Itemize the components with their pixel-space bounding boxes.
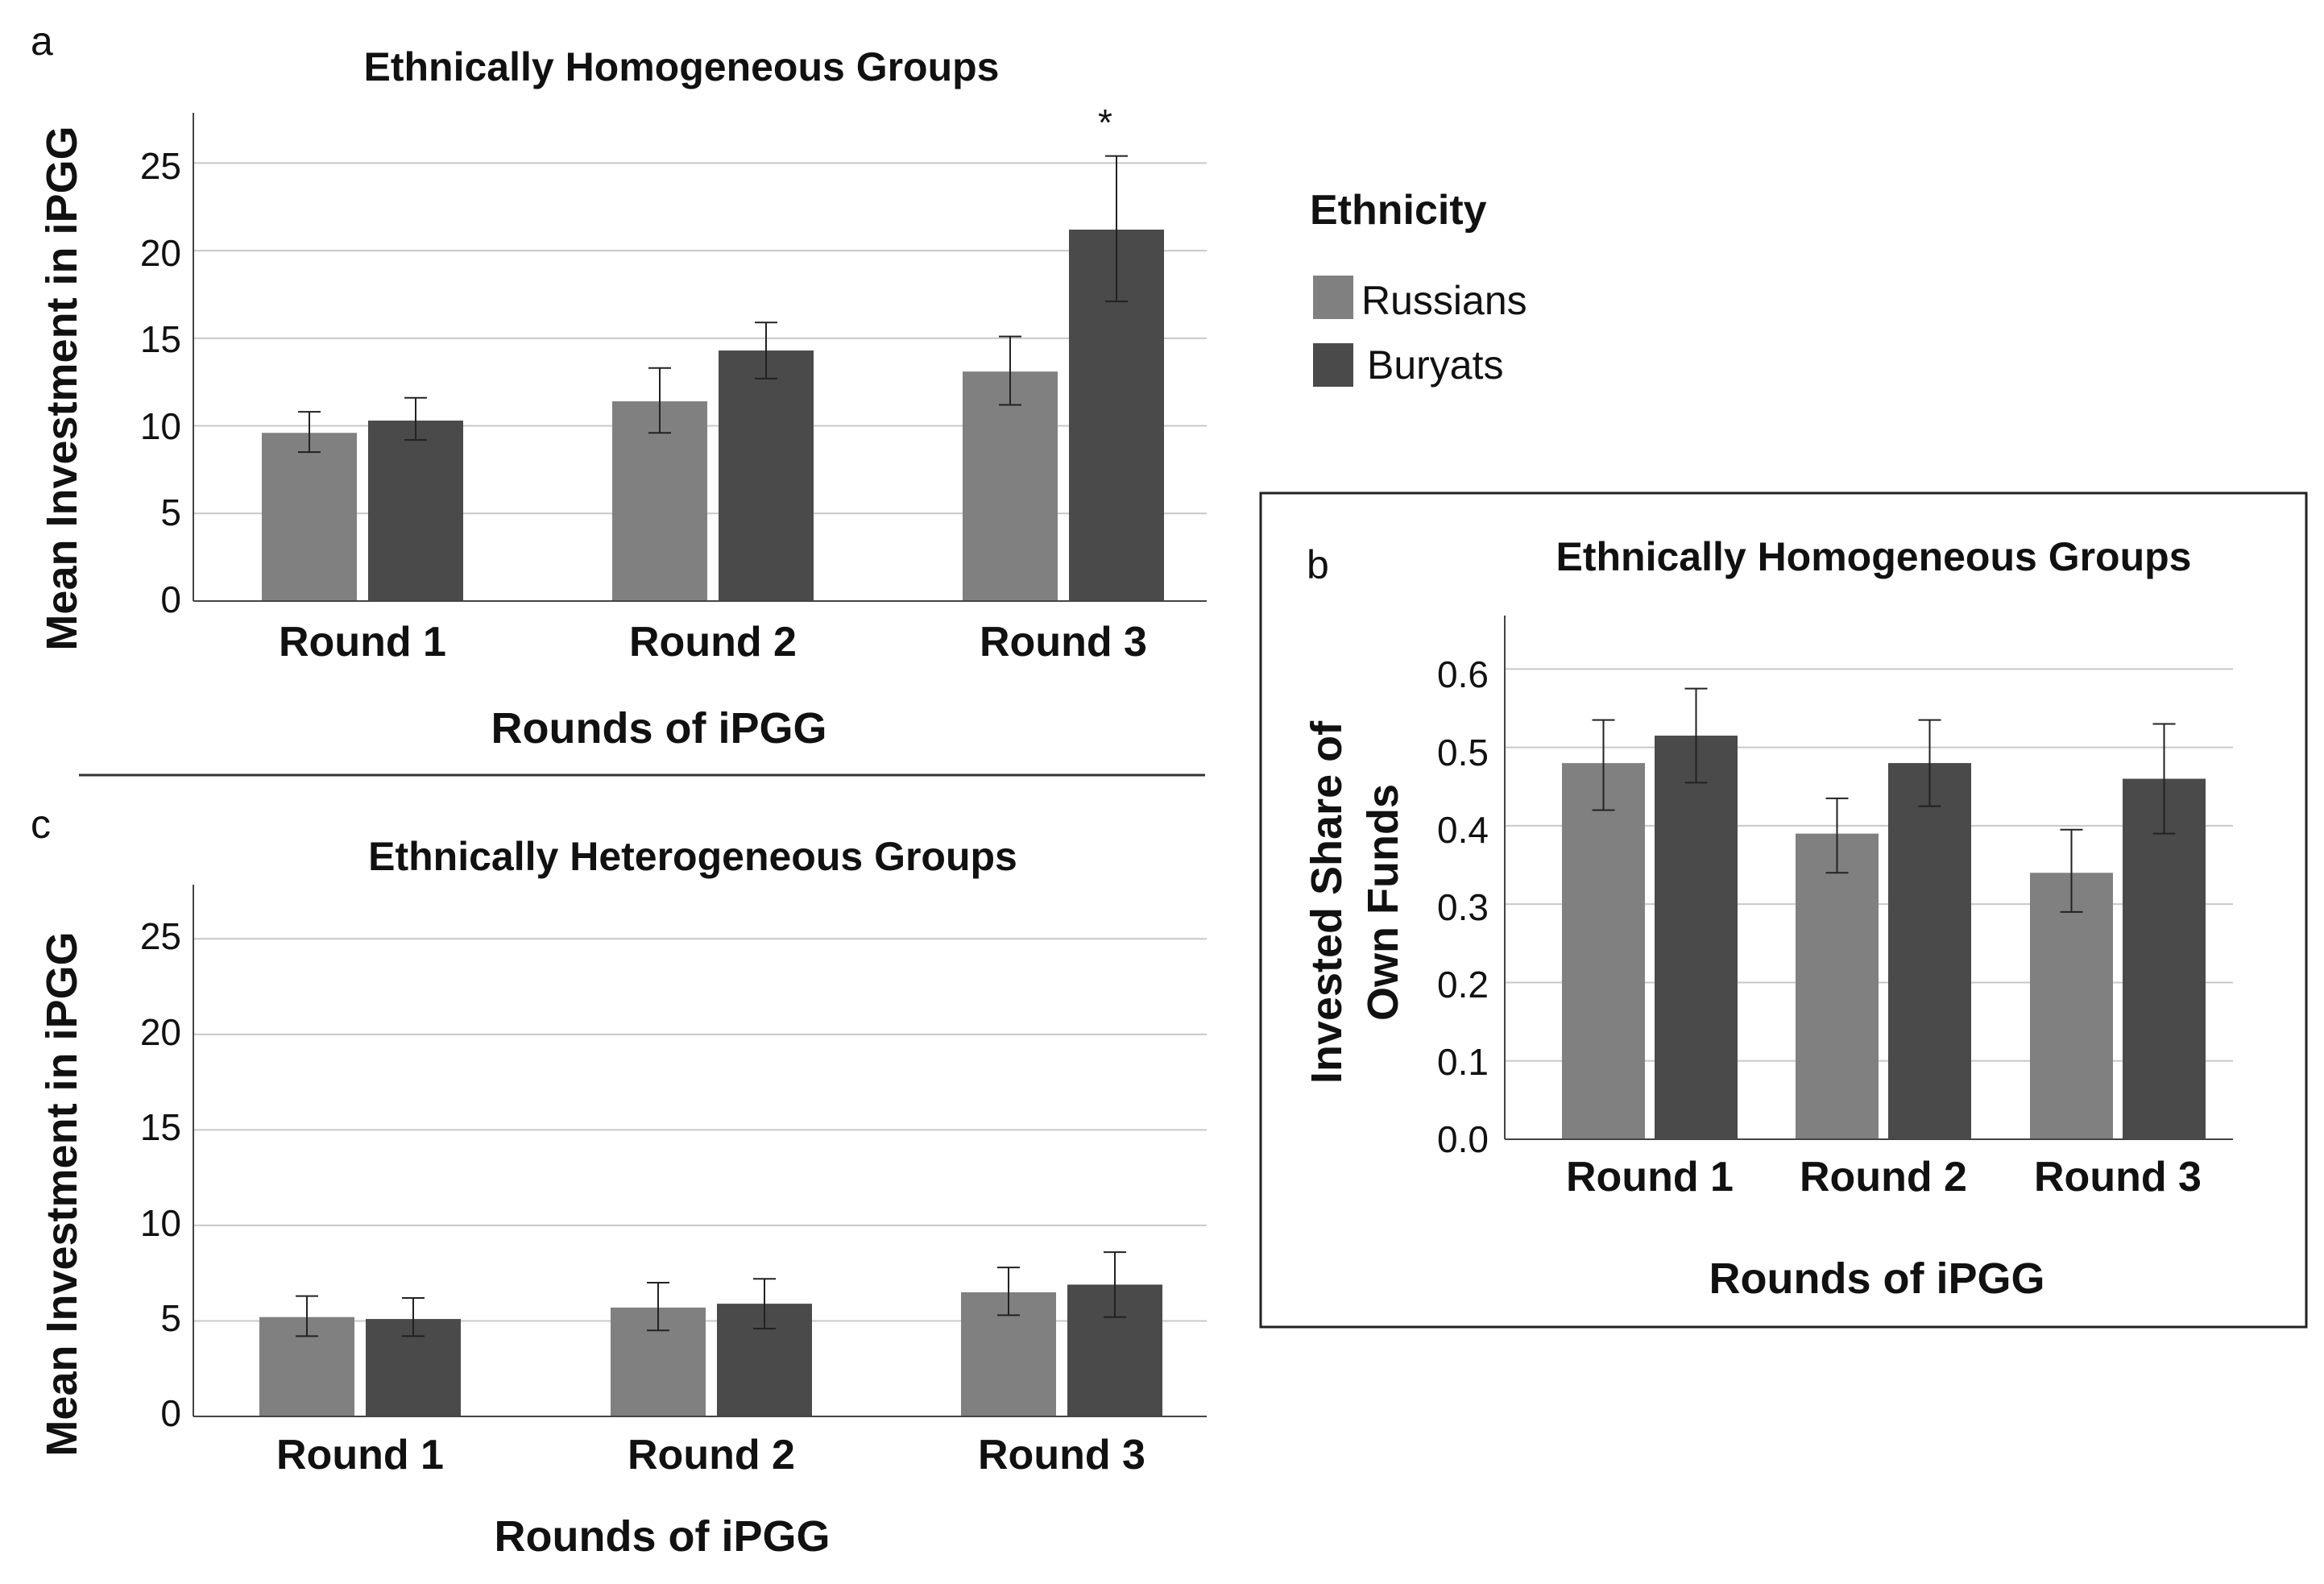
panel-letter-c: c <box>31 802 51 847</box>
chart-panel-a: a Ethnically Homogeneous Groups Mean Inv… <box>31 19 1207 753</box>
y-tick-label: 0.0 <box>1437 1118 1489 1160</box>
legend-swatch-russians <box>1313 276 1353 319</box>
bar-buryats-round-3 <box>2123 778 2206 1139</box>
y-tick-label: 25 <box>140 915 181 957</box>
bar-buryats-round-1 <box>368 421 463 601</box>
y-tick-label: 0.1 <box>1437 1041 1489 1083</box>
y-ticks-a: 0 5 10 15 20 25 <box>140 145 181 620</box>
x-tick-label: Round 3 <box>978 1432 1145 1478</box>
y-tick-label: 0 <box>160 578 181 620</box>
chart-legend: Ethnicity Russians Buryats <box>1310 187 1527 388</box>
bar-russians-round-2 <box>612 401 707 601</box>
bar-russians-round-3 <box>2030 873 2113 1139</box>
panel-letter-a: a <box>31 19 53 64</box>
bar-russians-round-3 <box>963 371 1058 601</box>
y-tick-label: 0.4 <box>1437 809 1489 851</box>
bar-russians-round-1 <box>1562 763 1645 1139</box>
y-tick-label: 20 <box>140 1011 181 1053</box>
x-tick-label: Round 1 <box>279 619 446 666</box>
bar-buryats-round-2 <box>1888 763 1971 1139</box>
y-axis-label-b-line2: Own Funds <box>1359 784 1407 1021</box>
y-tick-label: 0.2 <box>1437 964 1489 1006</box>
y-tick-label: 5 <box>160 1297 181 1339</box>
y-axis-label-b-line1: Invested Share of <box>1303 720 1351 1084</box>
bar-russians-round-2 <box>1796 833 1879 1139</box>
y-tick-label: 10 <box>140 1202 181 1244</box>
y-axis-label-c: Mean Investment in iPGG <box>38 931 86 1456</box>
x-ticks-b: Round 1 Round 2 Round 3 <box>1566 1154 2202 1200</box>
chart-title-c: Ethnically Heterogeneous Groups <box>368 834 1017 879</box>
y-tick-label: 0 <box>160 1392 181 1434</box>
chart-title-a: Ethnically Homogeneous Groups <box>364 44 1000 89</box>
y-tick-label: 0.5 <box>1437 732 1489 773</box>
x-axis-label-c: Rounds of iPGG <box>495 1512 831 1561</box>
x-tick-label: Round 3 <box>2034 1154 2202 1200</box>
x-tick-label: Round 3 <box>980 619 1147 666</box>
x-ticks-a: Round 1 Round 2 Round 3 <box>279 619 1147 666</box>
y-ticks-b: 0.0 0.1 0.2 0.3 0.4 0.5 0.6 <box>1437 653 1489 1160</box>
x-axis-label-b: Rounds of iPGG <box>1709 1254 2045 1303</box>
y-tick-label: 0.6 <box>1437 653 1489 695</box>
bar-russians-round-1 <box>262 433 357 601</box>
y-tick-label: 5 <box>160 491 181 533</box>
panel-b-frame <box>1259 491 2308 1329</box>
x-ticks-c: Round 1 Round 2 Round 3 <box>276 1432 1145 1478</box>
y-axis-label-a: Mean Investment in iPGG <box>38 126 86 650</box>
y-tick-label: 15 <box>140 318 181 360</box>
panel-letter-b: b <box>1307 542 1329 587</box>
y-tick-label: 0.3 <box>1437 886 1489 928</box>
legend-label-russians: Russians <box>1361 278 1527 323</box>
legend-swatch-buryats <box>1313 343 1353 387</box>
chart-panel-b: b Ethnically Homogeneous Groups Invested… <box>1259 491 2308 1329</box>
bar-buryats-round-1 <box>1655 736 1738 1139</box>
legend-label-buryats: Buryats <box>1367 342 1504 388</box>
y-tick-label: 25 <box>140 145 181 187</box>
y-tick-label: 15 <box>140 1106 181 1148</box>
x-tick-label: Round 2 <box>1800 1154 1967 1200</box>
x-tick-label: Round 2 <box>629 619 797 666</box>
y-tick-label: 10 <box>140 405 181 447</box>
y-ticks-c: 0 5 10 15 20 25 <box>140 915 181 1434</box>
chart-title-b: Ethnically Homogeneous Groups <box>1556 534 2192 579</box>
x-tick-label: Round 2 <box>628 1432 795 1478</box>
x-tick-label: Round 1 <box>276 1432 444 1478</box>
bar-buryats-round-2 <box>719 350 814 601</box>
chart-panel-c: c Ethnically Heterogeneous Groups Mean I… <box>31 802 1207 1561</box>
y-tick-label: 20 <box>140 232 181 274</box>
legend-title: Ethnicity <box>1310 187 1487 234</box>
x-tick-label: Round 1 <box>1566 1154 1734 1200</box>
x-axis-label-a: Rounds of iPGG <box>491 704 827 753</box>
significance-marker-a: * <box>1098 102 1112 143</box>
